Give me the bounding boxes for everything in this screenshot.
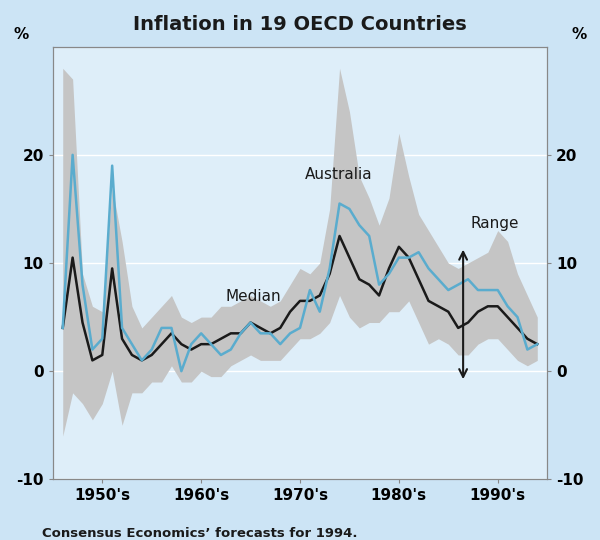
Text: Median: Median — [226, 289, 281, 304]
Text: Australia: Australia — [305, 167, 373, 182]
Text: %: % — [572, 28, 587, 42]
Text: Range: Range — [470, 215, 518, 231]
Title: Inflation in 19 OECD Countries: Inflation in 19 OECD Countries — [133, 15, 467, 34]
Text: Consensus Economics’ forecasts for 1994.: Consensus Economics’ forecasts for 1994. — [42, 527, 358, 540]
Text: %: % — [13, 28, 28, 42]
